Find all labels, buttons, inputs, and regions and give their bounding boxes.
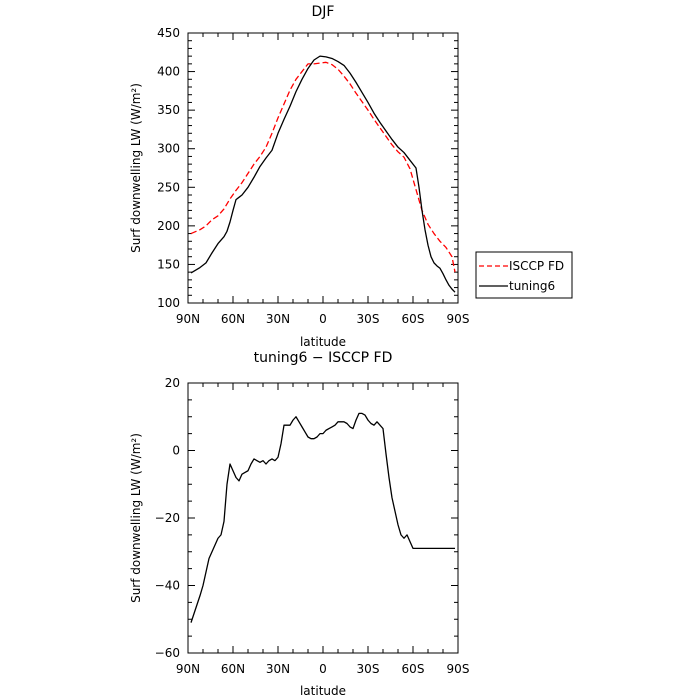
bottom-series-group [190,412,455,623]
top-panel: DJF 90N 60N 30N 0 30S 60S 90S 100 150 200 250 300 35… [129,4,573,349]
top-y-tick-label: 150 [157,257,180,271]
top-plot-frame [187,32,459,304]
bottom-x-tick-label: 30N [266,662,290,676]
top-y-tick-label: 250 [157,180,180,194]
top-axis-ticks: 90N 60N 30N 0 30S 60S 90S 100 150 200 250 300 350 400… [157,26,469,326]
top-y-tick-label: 300 [157,142,180,156]
top-y-tick-label: 100 [157,296,180,310]
top-x-tick-label: 90N [176,312,200,326]
bottom-x-tick-label: 60N [221,662,245,676]
top-y-axis-label: Surf downwelling LW (W/m²) [129,83,143,253]
bottom-panel: tuning6 − ISCCP FD 90N 60N 30N 0 30S 60S 90S −6… [129,350,469,698]
top-y-tick-label: 200 [157,219,180,233]
bottom-x-tick-label: 0 [319,662,327,676]
top-series-line-tuning6 [190,55,456,293]
bottom-y-tick-label: 20 [165,376,180,390]
top-series-line-isccp-fd [190,61,456,273]
bottom-y-tick-label: −60 [155,646,180,660]
top-y-tick-label: 350 [157,103,180,117]
legend-label-tuning6: tuning6 [509,279,555,293]
top-x-tick-label: 90S [447,312,470,326]
bottom-y-tick-label: −20 [155,511,180,525]
bottom-x-axis-label: latitude [300,684,346,698]
bottom-y-tick-label: 0 [172,444,180,458]
top-y-tick-label: 450 [157,26,180,40]
top-x-axis-label: latitude [300,335,346,349]
legend-box [475,251,573,299]
bottom-y-axis-label: Surf downwelling LW (W/m²) [129,433,143,603]
bottom-x-tick-label: 90S [447,662,470,676]
bottom-chart-title: tuning6 − ISCCP FD [254,350,393,366]
bottom-series-line-0 [190,412,455,623]
bottom-y-tick-label: −40 [155,579,180,593]
top-x-tick-label: 30N [266,312,290,326]
top-y-tick-label: 400 [157,65,180,79]
top-x-tick-label: 30S [357,312,380,326]
bottom-x-tick-label: 90N [176,662,200,676]
top-x-tick-label: 60N [221,312,245,326]
bottom-x-tick-label: 30S [357,662,380,676]
legend-label-isccp: ISCCP FD [509,259,564,273]
top-x-tick-label: 0 [319,312,327,326]
legend: ISCCP FD tuning6 [475,251,573,299]
top-series-group [190,55,456,293]
bottom-plot-frame [187,382,459,654]
bottom-axis-ticks: 90N 60N 30N 0 30S 60S 90S −60 −40 −20 0 20 [155,376,470,676]
top-chart-title: DJF [312,4,335,20]
bottom-x-tick-label: 60S [402,662,425,676]
top-x-tick-label: 60S [402,312,425,326]
